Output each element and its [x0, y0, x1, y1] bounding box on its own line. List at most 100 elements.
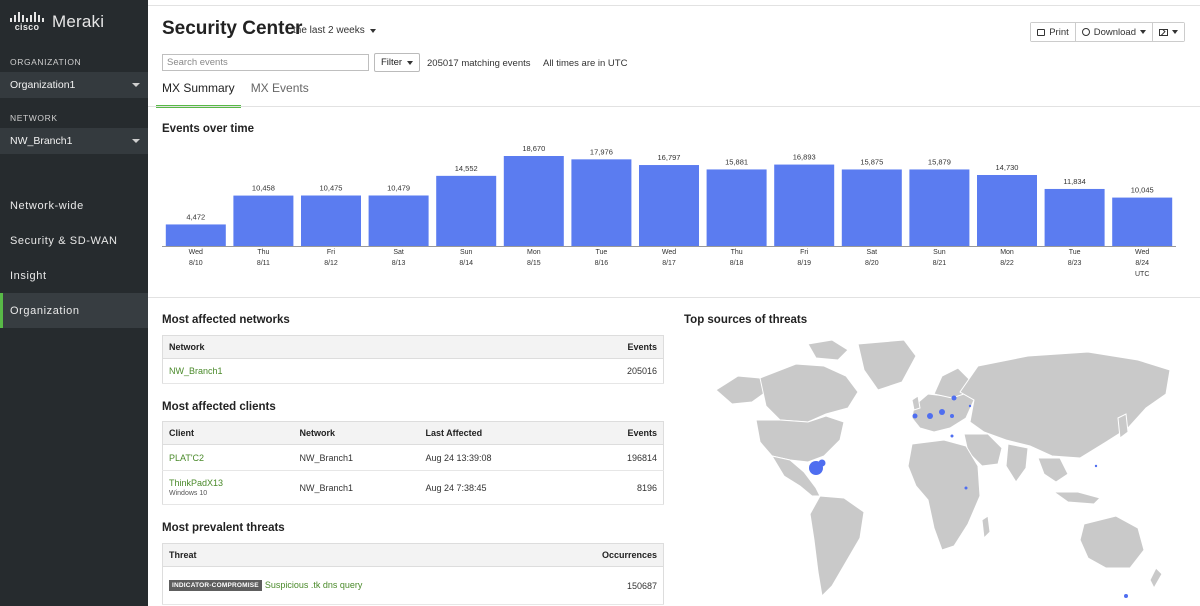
chart-bar[interactable]: [1044, 188, 1105, 246]
threat-source-dot: [927, 413, 933, 419]
x-tick-day-label: Sat: [393, 249, 404, 256]
networks-table: Network Events NW_Branch1 205016: [162, 335, 664, 384]
network-label: NETWORK: [10, 113, 58, 123]
chevron-down-icon: [1172, 30, 1178, 34]
client-network: NW_Branch1: [293, 470, 420, 505]
search-input[interactable]: [162, 54, 369, 71]
chart-bar[interactable]: [233, 195, 294, 246]
x-axis-timezone-label: UTC: [1135, 271, 1149, 278]
chart-bar[interactable]: [774, 164, 835, 246]
map-region-russia-asia: [959, 351, 1171, 459]
client-last-affected: Aug 24 7:38:45: [419, 470, 578, 505]
column-header-network[interactable]: Network: [162, 335, 468, 359]
column-header-occurrences[interactable]: Occurrences: [539, 543, 664, 567]
network-link[interactable]: NW_Branch1: [169, 366, 223, 376]
top-divider: [148, 0, 1200, 6]
timezone-note: All times are in UTC: [543, 58, 628, 69]
sidebar-item-organization[interactable]: Organization: [0, 293, 148, 328]
threat-source-dot: [939, 409, 945, 415]
chart-bar[interactable]: [639, 165, 699, 246]
column-header-client[interactable]: Client: [162, 421, 294, 445]
table-row: PLAT'C2 NW_Branch1 Aug 24 13:39:08 19681…: [162, 444, 664, 471]
client-link[interactable]: PLAT'C2: [169, 452, 205, 463]
chevron-down-icon: [1140, 30, 1146, 34]
bar-value-label: 11,834: [1063, 177, 1085, 186]
map-region-arctic-islands: [807, 339, 849, 361]
x-tick-day-label: Mon: [527, 249, 541, 256]
print-button[interactable]: Print: [1031, 23, 1075, 41]
organization-select[interactable]: Organization1: [0, 72, 148, 98]
chevron-down-icon: [369, 28, 376, 33]
events-bar-chart: 4,472 Wed 8/10 10,458 Thu 8/11 10,475 Fri 8/12 10…: [162, 144, 1176, 278]
table-row: NW_Branch1 205016: [162, 358, 664, 384]
table-row: ThinkPadX13 Windows 10 NW_Branch1 Aug 24…: [162, 470, 664, 505]
chevron-down-icon: [132, 139, 140, 143]
network-select[interactable]: NW_Branch1: [0, 128, 148, 154]
brand-logo[interactable]: cisco Meraki: [0, 0, 148, 44]
bar-value-label: 4,472: [186, 212, 205, 221]
organization-value: Organization1: [10, 79, 76, 91]
chevron-down-icon: [132, 83, 140, 87]
sidebar-nav: Network-wide Security & SD-WAN Insight O…: [0, 188, 148, 328]
bar-value-label: 10,045: [1131, 186, 1154, 195]
export-button-group: Print Download: [1030, 22, 1185, 42]
x-tick-date-label: 8/11: [257, 260, 270, 267]
top-sources-title: Top sources of threats: [684, 314, 808, 326]
client-os: Windows 10: [169, 490, 208, 497]
chart-bar[interactable]: [1112, 197, 1173, 246]
chart-bar[interactable]: [503, 156, 564, 246]
chart-bar[interactable]: [368, 195, 429, 246]
printer-icon: [1037, 28, 1046, 36]
tab-mx-events[interactable]: MX Events: [250, 81, 309, 95]
column-header-events[interactable]: Events: [467, 335, 664, 359]
threat-link[interactable]: Suspicious .tk dns query: [264, 579, 363, 590]
chart-bar[interactable]: [571, 159, 632, 246]
bar-value-label: 15,879: [928, 157, 951, 166]
tab-bar: MX Summary MX Events: [156, 78, 319, 108]
threat-source-dot: [950, 414, 954, 418]
column-header-events[interactable]: Events: [577, 421, 664, 445]
sidebar-item-security-sd-wan[interactable]: Security & SD-WAN: [10, 234, 118, 247]
column-header-last-affected[interactable]: Last Affected: [419, 421, 578, 445]
client-link[interactable]: ThinkPadX13: [169, 478, 224, 488]
x-tick-date-label: 8/15: [527, 260, 541, 267]
column-header-threat[interactable]: Threat: [162, 543, 540, 567]
most-affected-clients-title: Most affected clients: [162, 401, 276, 413]
time-range-dropdown[interactable]: the last 2 weeks: [293, 25, 376, 36]
filter-button[interactable]: Filter: [374, 53, 420, 72]
threat-category-badge: INDICATOR-COMPROMISE: [169, 580, 262, 592]
chart-bar[interactable]: [436, 175, 497, 246]
print-label: Print: [1049, 26, 1069, 38]
x-tick-date-label: 8/12: [324, 260, 338, 267]
chart-bar[interactable]: [301, 195, 361, 246]
x-tick-day-label: Sat: [867, 249, 878, 256]
threat-source-dot: [818, 459, 826, 467]
threat-dots: [809, 395, 1128, 598]
threat-source-dot: [964, 486, 968, 490]
meraki-wordmark: Meraki: [52, 12, 105, 31]
email-button[interactable]: [1152, 23, 1184, 41]
bar-value-label: 15,881: [725, 157, 748, 166]
table-header-row: Client Network Last Affected Events: [162, 421, 664, 445]
sidebar-item-network-wide[interactable]: Network-wide: [10, 199, 84, 212]
most-affected-networks-title: Most affected networks: [162, 314, 290, 326]
chart-bar[interactable]: [706, 169, 767, 246]
column-header-network[interactable]: Network: [293, 421, 420, 445]
envelope-icon: [1159, 28, 1168, 36]
x-tick-day-label: Mon: [1000, 249, 1014, 256]
threat-sources-world-map[interactable]: [708, 336, 1188, 606]
sidebar-item-insight[interactable]: Insight: [10, 269, 47, 282]
x-tick-date-label: 8/10: [189, 260, 203, 267]
tab-mx-summary[interactable]: MX Summary: [156, 78, 241, 108]
bar-value-label: 16,893: [793, 153, 816, 162]
chart-bar[interactable]: [841, 169, 902, 246]
chart-bar[interactable]: [909, 169, 970, 246]
chart-divider: [148, 297, 1200, 298]
download-button[interactable]: Download: [1074, 23, 1152, 41]
table-row: INDICATOR-COMPROMISE Suspicious .tk dns q…: [162, 566, 664, 605]
chart-bar[interactable]: [977, 174, 1037, 246]
bar-value-label: 15,875: [860, 157, 883, 166]
bar-value-label: 10,458: [252, 184, 275, 193]
chart-bar[interactable]: [165, 224, 226, 246]
